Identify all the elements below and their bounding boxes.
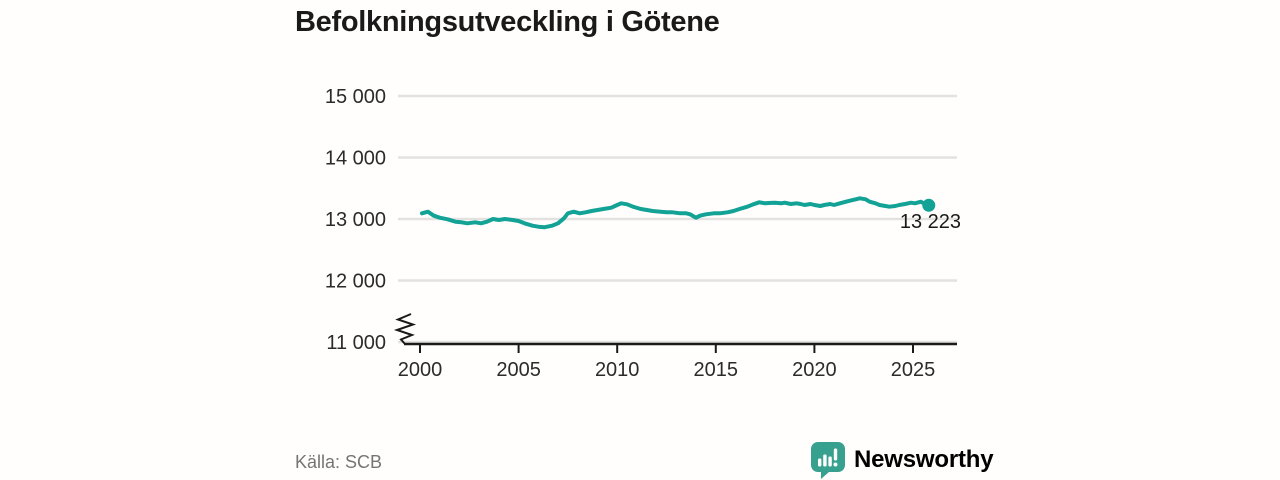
- x-tick-label: 2005: [496, 359, 541, 381]
- y-tick-label: 15 000: [325, 86, 386, 108]
- y-tick-label: 12 000: [325, 271, 386, 293]
- x-tick-label: 2015: [694, 359, 739, 381]
- axis-break-icon: [393, 313, 417, 345]
- newsworthy-brand: Newsworthy: [810, 441, 994, 479]
- newsworthy-logo-icon: [811, 442, 845, 479]
- logo-exclamation-dot: [833, 462, 838, 467]
- logo-bar-3: [828, 456, 832, 467]
- logo-exclamation-line: [833, 448, 838, 461]
- x-tick-label: 2025: [891, 359, 936, 381]
- series-end-dot: [922, 198, 936, 212]
- x-tick-label: 2010: [595, 359, 640, 381]
- logo-bar-2: [823, 454, 827, 467]
- y-tick-label: 14 000: [325, 148, 386, 170]
- brand-name: Newsworthy: [854, 446, 994, 473]
- x-tick-label: 2000: [398, 359, 443, 381]
- source-note: Källa: SCB: [295, 452, 383, 472]
- chart-title: Befolkningsutveckling i Götene: [295, 6, 720, 38]
- logo-bar-1: [818, 458, 822, 467]
- y-tick-label: 11 000: [326, 332, 386, 354]
- logo-speech-bubble: [811, 442, 845, 479]
- y-tick-label: 13 000: [325, 209, 386, 231]
- population-line: [420, 196, 931, 230]
- series-end-label: 13 223: [900, 211, 961, 233]
- x-tick-label: 2020: [792, 359, 837, 381]
